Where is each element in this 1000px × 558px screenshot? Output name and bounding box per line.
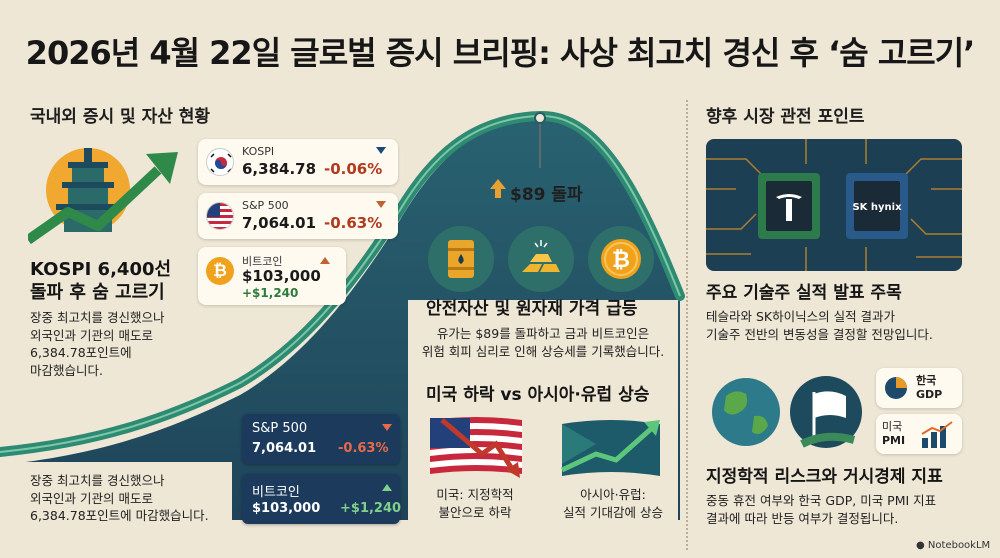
dark-card-bitcoin[interactable]: 비트코인 $103,000 +$1,240 [242,474,402,524]
earnings-body-line-1: 테슬라와 SK하이닉스의 실적 결과가 [706,309,896,324]
us-flag-icon [206,202,234,230]
pie-chart-icon [885,377,907,399]
pmi-label-line-1: 미국 [882,420,903,433]
kospi-body-line-3: 6,384.78포인트에 [30,345,132,360]
bottom-body-line-3: 6,384.78포인트에 마감했습니다. [30,508,209,523]
ticker-value: $103,000 [242,267,321,285]
geo-risk-body: 중동 휴전 여부와 한국 GDP, 미국 PMI 지표 결과에 따라 반등 여부… [706,492,936,527]
ticker-name: KOSPI [242,145,275,158]
bitcoin-coin-icon: ₿ [588,226,654,292]
gold-bars-icon [508,226,574,292]
svg-text:₿: ₿ [612,248,630,273]
watermark-icon: ● [916,540,925,551]
bar-chart-icon [921,421,953,448]
tech-earnings-illustration: SK hynix [706,139,962,271]
earnings-body-line-2: 기술주 전반의 변동성을 결정할 전망입니다. [706,326,933,342]
safe-assets-heading: 안전자산 및 원자재 가격 급등 [426,299,638,319]
sk-hynix-chip-label: SK hynix [852,202,902,213]
korea-gdp-card: 한국 GDP [876,368,962,408]
up-arrow-icon [490,179,506,189]
ticker-card-kospi[interactable]: KOSPI 6,384.78 -0.06% [198,139,398,185]
geo-risk-heading: 지정학적 리스크와 거시경제 지표 [706,467,943,487]
asia-europe-rise-icon [560,420,660,476]
us-caption: 미국: 지정학적 불안으로 하락 [420,486,530,521]
safe-body-line-2: 위험 회피 심리로 인해 상승세를 기록했습니다. [421,343,665,359]
gdp-label-line-2: GDP [916,388,943,401]
asia-caption: 아시아·유럽: 실적 기대감에 상승 [548,486,678,521]
asia-caption-line-1: 아시아·유럽: [580,487,646,502]
section-divider [686,100,688,550]
globe-flag-illustration [712,376,862,448]
dark-card-name: 비트코인 [252,485,300,500]
kospi-headline-line-1: KOSPI 6,400선 [30,259,172,280]
down-arrow-icon [376,201,386,208]
left-section-heading: 국내외 증시 및 자산 현황 [30,107,211,127]
kospi-body: 장중 최고치를 경신했으나 외국인과 기관의 매도로 6,384.78포인트에 … [30,309,164,379]
asia-caption-line-2: 실적 기대감에 상승 [563,504,663,520]
ticker-name: 비트코인 [242,255,283,268]
up-arrow-icon [382,484,392,491]
safe-body-line-1: 유가는 $89를 돌파하고 금과 비트코인은 [436,326,650,341]
up-arrow-stem [495,188,501,198]
safe-assets-body: 유가는 $89를 돌파하고 금과 비트코인은 위험 회피 심리로 인해 상승세를… [418,325,668,360]
dark-card-change: -0.63% [338,441,389,456]
korea-flag-icon [206,148,234,176]
oil-price-label: $89 돌파 [510,185,583,205]
bottom-left-panel [0,462,232,558]
ticker-change: +$1,240 [242,286,299,300]
down-arrow-icon [382,424,392,431]
ticker-name: S&P 500 [242,199,289,212]
ticker-value: 7,064.01 [242,214,317,232]
oil-barrel-icon [428,226,494,292]
dark-card-name: S&P 500 [252,421,308,436]
dark-card-value: 7,064.01 [252,441,317,456]
ticker-value: 6,384.78 [242,160,317,178]
geo-body-line-2: 결과에 따라 반등 여부가 결정됩니다. [706,510,899,526]
ticker-card-sp500[interactable]: S&P 500 7,064.01 -0.63% [198,193,398,239]
pmi-label-line-2: PMI [882,434,906,447]
dark-card-sp500[interactable]: S&P 500 7,064.01 -0.63% [242,414,400,464]
us-pmi-card: 미국 PMI [876,414,962,454]
kospi-headline-line-2: 돌파 후 숨 고르기 [30,282,165,304]
kospi-body-line-1: 장중 최고치를 경신했으나 [30,310,165,325]
us-flag-decline-icon [430,417,522,478]
us-vs-asia-heading: 미국 하락 vs 아시아·유럽 상승 [426,385,650,405]
us-caption-line-2: 불안으로 하락 [438,504,512,520]
down-arrow-icon [376,147,386,154]
bottom-left-body: 장중 최고치를 경신했으나 외국인과 기관의 매도로 6,384.78포인트에 … [30,472,209,525]
dark-card-value: $103,000 [252,501,321,516]
earnings-heading: 주요 기술주 실적 발표 주목 [706,283,902,303]
notebooklm-watermark: ● NotebookLM [916,540,990,551]
ticker-card-bitcoin[interactable]: ₿ 비트코인 $103,000 +$1,240 [198,247,346,305]
gdp-label-line-1: 한국 [916,374,937,387]
kospi-body-line-2: 외국인과 기관의 매도로 [30,327,153,343]
ticker-change: -0.63% [324,214,383,232]
geo-body-line-1: 중동 휴전 여부와 한국 GDP, 미국 PMI 지표 [706,493,937,508]
page-title: 2026년 4월 22일 글로벌 증시 브리핑: 사상 최고치 경신 후 ‘숨 … [25,34,976,72]
kospi-headline: KOSPI 6,400선 돌파 후 숨 고르기 [30,258,171,305]
watermark-text: NotebookLM [927,540,991,551]
bottom-body-line-2: 외국인과 기관의 매도로 [30,490,153,506]
bitcoin-icon: ₿ [206,257,234,285]
pagoda-growth-icon [28,148,178,245]
bottom-body-line-1: 장중 최고치를 경신했으나 [30,473,165,488]
right-section-heading: 향후 시장 관전 포인트 [706,107,865,127]
up-arrow-icon [320,257,330,264]
earnings-body: 테슬라와 SK하이닉스의 실적 결과가 기술주 전반의 변동성을 결정할 전망입… [706,308,933,343]
ticker-change: -0.06% [324,160,383,178]
us-caption-line-1: 미국: 지정학적 [436,487,514,502]
kospi-body-line-4: 마감했습니다. [30,362,103,378]
dark-card-change: +$1,240 [340,501,402,516]
